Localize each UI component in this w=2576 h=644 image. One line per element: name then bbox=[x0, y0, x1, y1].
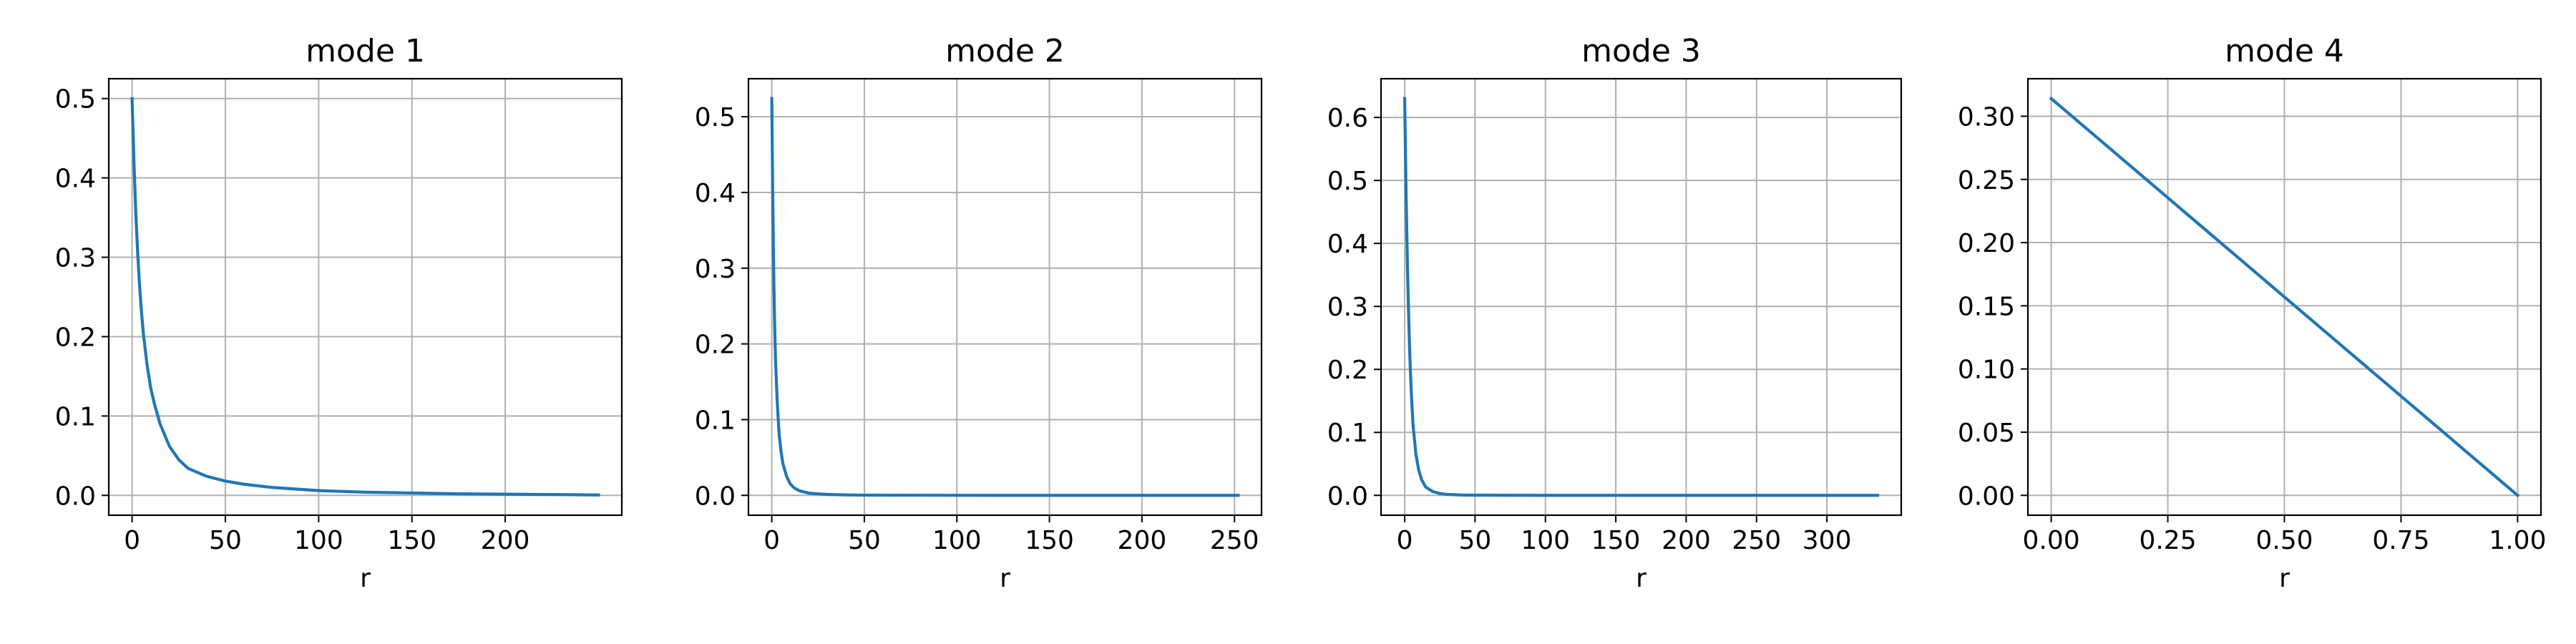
series-line bbox=[130, 97, 600, 497]
x-tick-label: 50 bbox=[209, 526, 242, 555]
x-axis-label: r bbox=[1000, 564, 1010, 593]
chart-title: mode 4 bbox=[2225, 33, 2344, 69]
x-axis-label: r bbox=[1636, 564, 1646, 593]
subplot-4: 0.00 0.25 0.50 0.75 1.00 0.00 0.05 0.10 0.15 0.20… bbox=[1958, 33, 2547, 593]
x-tick-label: 200 bbox=[1118, 526, 1167, 555]
subplot-1: 0 50 100 150 200 0.0 0.1 0.2 0.3 0.4 0.5 mode 1 r bbox=[55, 33, 623, 593]
x-axis-label: r bbox=[360, 564, 371, 593]
chart-title: mode 3 bbox=[1581, 33, 1701, 69]
axes-frame bbox=[747, 77, 1263, 517]
x-tick-label: 1.00 bbox=[2489, 526, 2546, 555]
axes-frame bbox=[1380, 77, 1903, 517]
axes-frame bbox=[107, 77, 623, 517]
y-tick-label: 0.1 bbox=[695, 406, 736, 435]
y-tick-label: 0.2 bbox=[1327, 356, 1368, 385]
x-axis-label: r bbox=[2279, 564, 2290, 593]
y-tick-label: 0.1 bbox=[1327, 419, 1368, 448]
y-tick-label: 0.4 bbox=[55, 165, 96, 194]
x-tick-label: 200 bbox=[1662, 526, 1711, 555]
x-tick-label: 100 bbox=[1521, 526, 1570, 555]
y-tick-label: 0.0 bbox=[55, 482, 96, 511]
x-tick-label: 150 bbox=[387, 526, 436, 555]
y-tick-label: 0.3 bbox=[695, 255, 736, 284]
y-tick-label: 0.4 bbox=[1327, 230, 1368, 259]
series-line bbox=[1402, 97, 1880, 497]
x-tick-label: 200 bbox=[481, 526, 530, 555]
x-tick-label: 0.50 bbox=[2255, 526, 2313, 555]
y-tick-label: 0.30 bbox=[1958, 102, 2015, 132]
y-tick-label: 0.5 bbox=[55, 85, 96, 114]
x-tick-label: 0 bbox=[1397, 526, 1413, 555]
x-tick-label: 150 bbox=[1025, 526, 1074, 555]
chart-title: mode 2 bbox=[945, 33, 1065, 69]
x-tick-label: 250 bbox=[1210, 526, 1259, 555]
x-tick-label: 50 bbox=[1458, 526, 1491, 555]
x-tick-label: 100 bbox=[932, 526, 982, 555]
x-tick-label: 150 bbox=[1591, 526, 1641, 555]
y-tick-label: 0.15 bbox=[1958, 292, 2015, 321]
y-tick-label: 0.5 bbox=[1327, 167, 1368, 196]
subplot-2: 0 50 100 150 200 250 0.0 0.1 0.2 0.3 0.4 0.5 mode 2 r bbox=[695, 33, 1263, 593]
x-tick-label: 0 bbox=[124, 526, 140, 555]
x-tick-label: 100 bbox=[294, 526, 343, 555]
y-tick-label: 0.25 bbox=[1958, 166, 2015, 195]
y-tick-label: 0.5 bbox=[695, 103, 736, 132]
chart-title: mode 1 bbox=[306, 33, 425, 69]
y-tick-label: 0.6 bbox=[1327, 104, 1368, 133]
y-tick-label: 0.3 bbox=[55, 244, 96, 273]
series-line bbox=[2049, 96, 2520, 498]
y-tick-label: 0.3 bbox=[1327, 293, 1368, 322]
y-tick-label: 0.2 bbox=[55, 323, 96, 352]
y-tick-label: 0.2 bbox=[695, 331, 736, 360]
y-tick-label: 0.0 bbox=[695, 482, 736, 511]
x-tick-label: 50 bbox=[848, 526, 881, 555]
y-tick-label: 0.10 bbox=[1958, 356, 2015, 385]
series-line bbox=[770, 97, 1240, 497]
x-tick-label: 300 bbox=[1802, 526, 1852, 555]
y-tick-label: 0.05 bbox=[1958, 419, 2015, 448]
subplot-3: 0 50 100 150 200 250 300 0.0 0.1 0.2 0.3 0.4 0.5 0.6 m… bbox=[1327, 33, 1903, 593]
y-tick-label: 0.0 bbox=[1327, 482, 1368, 511]
x-tick-label: 0 bbox=[763, 526, 780, 555]
y-tick-label: 0.20 bbox=[1958, 229, 2015, 258]
y-tick-label: 0.1 bbox=[55, 402, 96, 431]
x-tick-label: 0.25 bbox=[2139, 526, 2196, 555]
x-tick-label: 250 bbox=[1732, 526, 1781, 555]
y-tick-label: 0.00 bbox=[1958, 482, 2015, 511]
y-tick-label: 0.4 bbox=[695, 179, 736, 208]
x-tick-label: 0.00 bbox=[2023, 526, 2080, 555]
x-tick-label: 0.75 bbox=[2372, 526, 2429, 555]
